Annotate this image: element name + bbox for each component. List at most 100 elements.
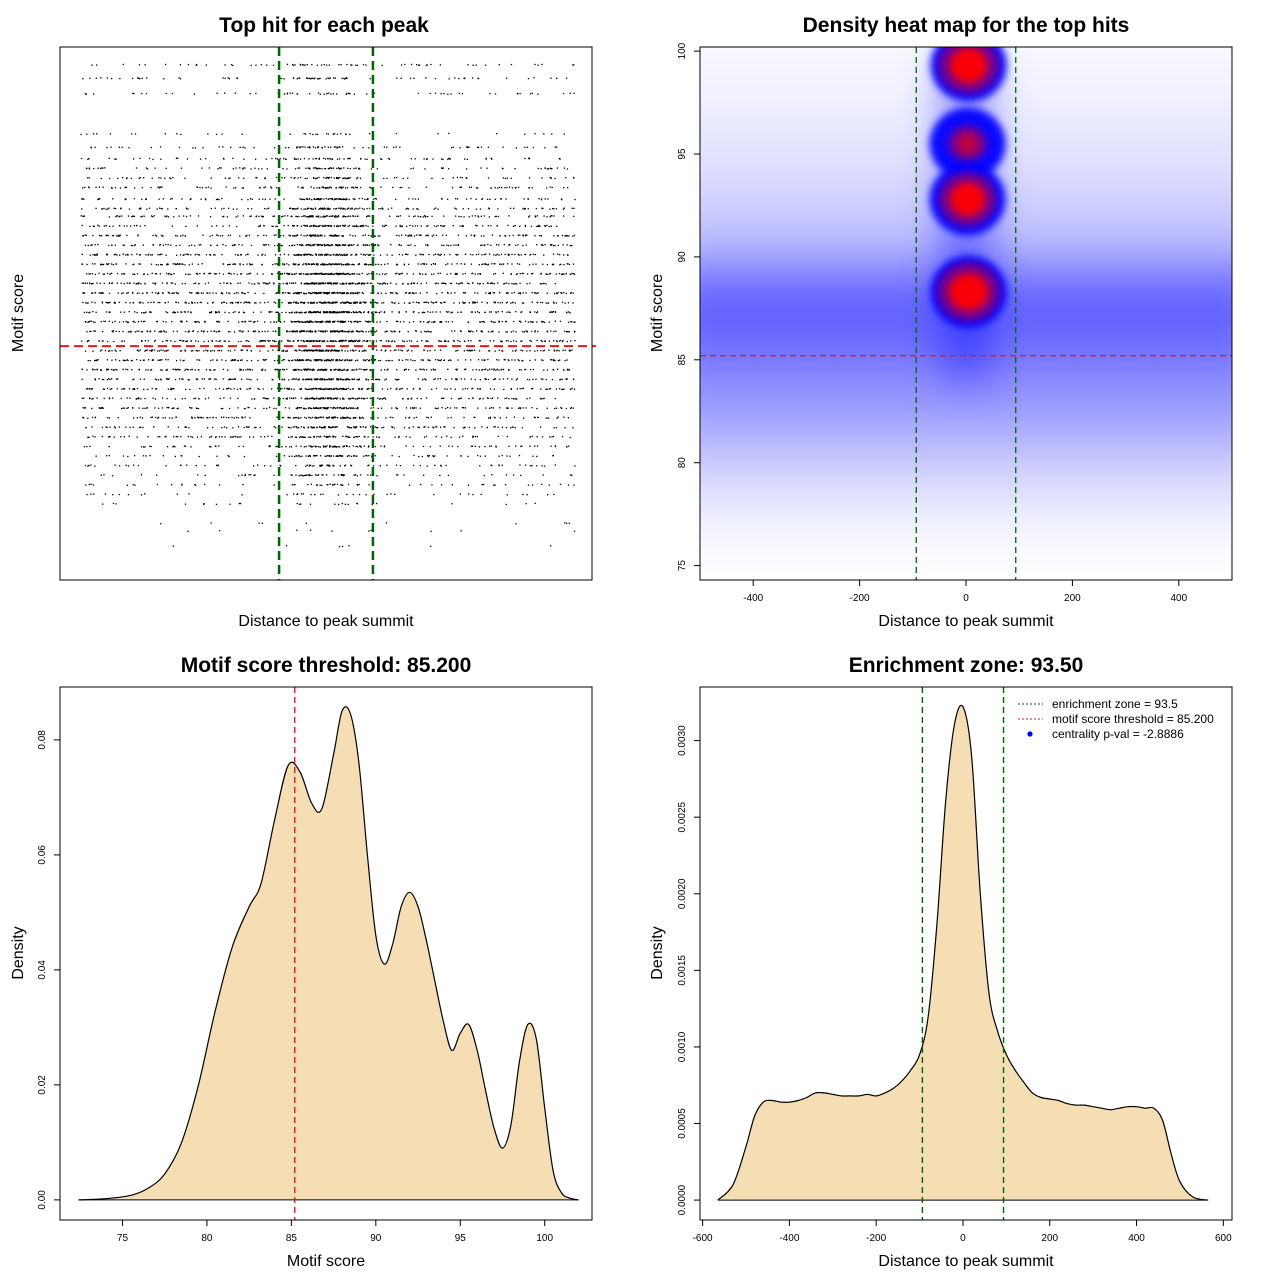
- scatter-point: [305, 133, 307, 135]
- scatter-point: [450, 273, 452, 275]
- scatter-point: [514, 283, 516, 285]
- scatter-point: [154, 167, 156, 169]
- scatter-point: [347, 92, 350, 94]
- scatter-point: [222, 243, 224, 246]
- scatter-point: [409, 224, 411, 227]
- scatter-point: [351, 264, 353, 266]
- scatter-point: [534, 330, 536, 332]
- scatter-point: [342, 272, 345, 275]
- scatter-point: [187, 273, 189, 275]
- scatter-point: [174, 263, 176, 265]
- scatter-point: [542, 263, 544, 265]
- scatter-point: [317, 273, 319, 275]
- scatter-point: [306, 224, 308, 227]
- scatter-point: [290, 302, 292, 304]
- scatter-point: [425, 216, 427, 218]
- scatter-point: [332, 330, 334, 333]
- scatter-point: [324, 301, 326, 303]
- scatter-point: [562, 244, 564, 246]
- scatter-point: [164, 350, 166, 352]
- scatter-point: [437, 208, 439, 210]
- scatter-point: [313, 244, 315, 246]
- scatter-point: [93, 225, 95, 228]
- scatter-point: [521, 272, 523, 275]
- scatter-point: [460, 282, 462, 284]
- scatter-point: [319, 198, 321, 200]
- scatter-point: [384, 369, 386, 371]
- scatter-point: [567, 187, 569, 189]
- scatter-point: [462, 273, 464, 275]
- scatter-point: [362, 301, 364, 303]
- scatter-point: [555, 302, 557, 304]
- scatter-point: [112, 369, 114, 371]
- scatter-point: [306, 64, 308, 66]
- scatter-point: [416, 234, 418, 236]
- scatter-point: [458, 92, 460, 94]
- scatter-point: [297, 167, 299, 169]
- scatter-point: [493, 368, 495, 370]
- scatter-point: [495, 369, 497, 371]
- scatter-point: [241, 359, 243, 361]
- scatter-point: [332, 133, 334, 135]
- scatter-point: [496, 225, 498, 227]
- scatter-point: [571, 272, 573, 275]
- scatter-point: [354, 235, 356, 237]
- scatter-point: [484, 263, 486, 265]
- scatter-point: [308, 359, 310, 361]
- scatter-point: [222, 216, 224, 218]
- scatter-point: [407, 359, 409, 361]
- scatter-point: [336, 283, 338, 285]
- scatter-point: [295, 234, 297, 236]
- scatter-point: [190, 198, 192, 200]
- scatter-point: [298, 146, 300, 148]
- scatter-point: [384, 273, 386, 276]
- scatter-point: [312, 215, 314, 217]
- scatter-point: [510, 177, 512, 179]
- scatter-point: [243, 177, 245, 180]
- scatter-point: [354, 320, 357, 322]
- scatter-point: [280, 235, 282, 237]
- scatter-point: [236, 225, 238, 228]
- scatter-point: [275, 321, 278, 323]
- scatter-point: [324, 264, 326, 266]
- scatter-point: [312, 225, 315, 227]
- scatter-point: [309, 273, 311, 275]
- scatter-point: [204, 198, 207, 200]
- scatter-point: [472, 282, 474, 284]
- scatter-point: [281, 350, 283, 352]
- scatter-point: [430, 369, 432, 371]
- scatter-point: [574, 330, 576, 332]
- scatter-point: [304, 64, 306, 66]
- scatter-point: [288, 147, 290, 149]
- scatter-point: [337, 273, 339, 275]
- scatter-point: [531, 273, 533, 275]
- scatter-point: [122, 321, 125, 323]
- scatter-point: [197, 331, 199, 333]
- scatter-point: [356, 254, 358, 256]
- scatter-point: [393, 302, 395, 304]
- scatter-point: [417, 198, 420, 200]
- scatter-point: [320, 301, 322, 303]
- scatter-point: [370, 272, 372, 274]
- scatter-point: [522, 272, 524, 275]
- scatter-point: [158, 207, 161, 209]
- scatter-point: [99, 198, 101, 200]
- scatter-point: [362, 147, 364, 149]
- scatter-point: [345, 177, 347, 180]
- scatter-point: [537, 167, 539, 170]
- scatter-point: [343, 369, 345, 371]
- scatter-point: [536, 311, 539, 313]
- scatter-point: [107, 340, 109, 343]
- scatter-point: [246, 273, 248, 275]
- scatter-point: [144, 283, 146, 285]
- scatter-point: [144, 64, 146, 66]
- scatter-point: [378, 283, 381, 285]
- scatter-point: [376, 321, 378, 323]
- scatter-point: [160, 177, 162, 179]
- scatter-point: [466, 146, 468, 148]
- scatter-point: [301, 64, 304, 66]
- scatter-point: [336, 360, 339, 362]
- scatter-point: [395, 132, 397, 135]
- scatter-point: [354, 292, 356, 294]
- scatter-point: [180, 339, 182, 342]
